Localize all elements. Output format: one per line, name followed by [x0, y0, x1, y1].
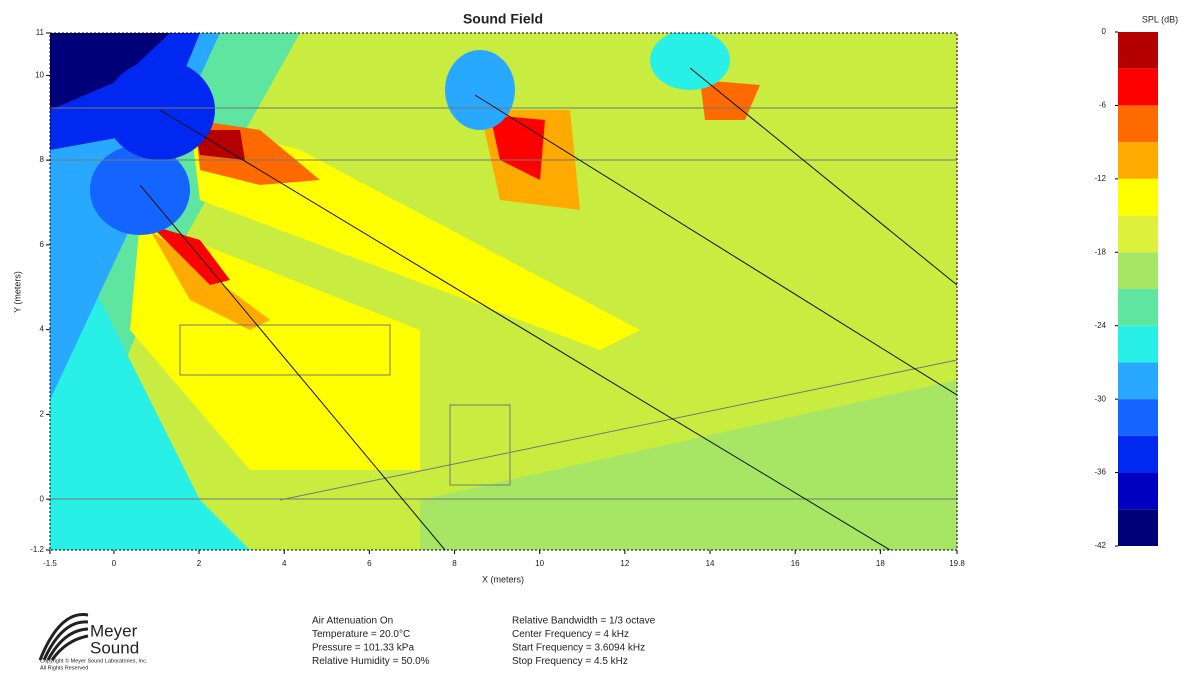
x-tick-label: 18 [876, 559, 885, 568]
x-axis-label: X (meters) [482, 574, 524, 584]
colorbar-band [1118, 325, 1158, 363]
info-line: Center Frequency = 4 kHz [512, 629, 629, 640]
colorbar-band [1118, 105, 1158, 143]
x-tick-label: 4 [282, 559, 287, 568]
info-line: Air Attenuation On [312, 616, 393, 627]
x-tick-label: 10 [535, 559, 544, 568]
info-line: Start Frequency = 3.6094 kHz [512, 643, 645, 654]
x-tick-label: -1.5 [43, 559, 57, 568]
colorbar-band [1118, 178, 1158, 216]
y-axis-label: Y (meters) [12, 271, 22, 313]
colorbar-tick-label: -24 [1094, 321, 1106, 330]
info-line: Temperature = 20.0°C [312, 629, 410, 640]
colorbar-band [1118, 509, 1158, 546]
x-tick-label: 12 [620, 559, 629, 568]
sound-field [50, 33, 957, 550]
y-tick-label: 6 [40, 240, 45, 249]
y-tick-label: 8 [40, 155, 45, 164]
x-tick-label: 0 [112, 559, 117, 568]
copyright: All Rights Reserved [40, 665, 88, 671]
logo-text: Meyer [90, 621, 138, 640]
colorbar-band [1118, 215, 1158, 253]
colorbar-band [1118, 32, 1158, 69]
colorbar-band [1118, 472, 1158, 510]
colorbar-tick-label: -36 [1094, 468, 1106, 477]
y-tick-label: 10 [35, 70, 44, 79]
info-line: Pressure = 101.33 kPa [312, 643, 414, 654]
y-tick-label: -1.2 [30, 545, 44, 554]
x-tick-label: 6 [367, 559, 372, 568]
colorbar-band [1118, 142, 1158, 179]
y-tick-label: 2 [40, 410, 45, 419]
info-line: Stop Frequency = 4.5 kHz [512, 656, 628, 667]
x-tick-label: 19.8 [949, 559, 965, 568]
colorbar-band [1118, 362, 1158, 400]
colorbar-band [1118, 435, 1158, 473]
x-tick-label: 14 [706, 559, 715, 568]
x-tick-label: 16 [791, 559, 800, 568]
chart-title: Sound Field [463, 11, 543, 27]
logo-text: Sound [90, 638, 139, 657]
y-tick-label: 0 [40, 494, 45, 503]
colorbar-tick-label: 0 [1102, 27, 1107, 36]
plot-frame [49, 32, 958, 551]
colorbar-tick-label: -18 [1094, 247, 1106, 256]
logo: Meyer Sound Copyright © Meyer Sound Labo… [38, 613, 148, 671]
x-tick-label: 2 [197, 559, 202, 568]
x-tick-label: 8 [452, 559, 457, 568]
colorbar-label: SPL (dB) [1142, 14, 1178, 24]
colorbar-tick-label: -30 [1094, 394, 1106, 403]
colorbar-band [1118, 252, 1158, 289]
colorbar-tick-label: -6 [1099, 101, 1107, 110]
colorbar-tick-label: -42 [1094, 541, 1106, 550]
info-line: Relative Bandwidth = 1/3 octave [512, 616, 656, 627]
colorbar-tick-label: -12 [1094, 174, 1106, 183]
colorbar-band [1118, 399, 1158, 436]
info-line: Relative Humidity = 50.0% [312, 656, 430, 667]
copyright: Copyright © Meyer Sound Laboratories, In… [40, 657, 148, 664]
y-tick-label: 11 [36, 28, 45, 37]
y-tick-label: 4 [40, 325, 45, 334]
colorbar-band [1118, 68, 1158, 106]
colorbar-band [1118, 289, 1158, 326]
